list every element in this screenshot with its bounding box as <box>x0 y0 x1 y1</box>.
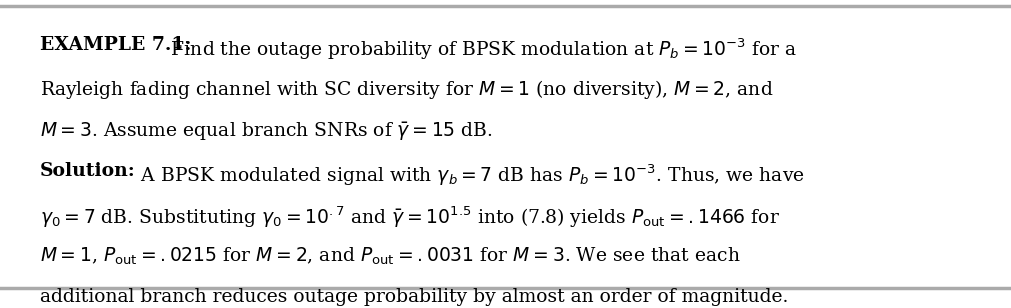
Text: $\gamma_0 = 7$ dB. Substituting $\gamma_0 = 10^{.7}$ and $\bar{\gamma} = 10^{1.5: $\gamma_0 = 7$ dB. Substituting $\gamma_… <box>39 204 778 229</box>
Text: Solution:: Solution: <box>39 162 135 180</box>
Text: Find the outage probability of BPSK modulation at $P_b = 10^{-3}$ for a: Find the outage probability of BPSK modu… <box>159 36 797 62</box>
Text: $M = 3$. Assume equal branch SNRs of $\bar{\gamma} = 15$ dB.: $M = 3$. Assume equal branch SNRs of $\b… <box>39 120 492 143</box>
Text: $M = 1$, $P_{\mathrm{out}} = .0215$ for $M = 2$, and $P_{\mathrm{out}} = .0031$ : $M = 1$, $P_{\mathrm{out}} = .0215$ for … <box>39 246 740 267</box>
Text: A BPSK modulated signal with $\gamma_b = 7$ dB has $P_b = 10^{-3}$. Thus, we hav: A BPSK modulated signal with $\gamma_b =… <box>128 162 804 188</box>
Text: Rayleigh fading channel with SC diversity for $M = 1$ (no diversity), $M = 2$, a: Rayleigh fading channel with SC diversit… <box>39 78 772 101</box>
Text: EXAMPLE 7.1:: EXAMPLE 7.1: <box>39 36 191 54</box>
Text: additional branch reduces outage probability by almost an order of magnitude.: additional branch reduces outage probabi… <box>39 288 788 306</box>
